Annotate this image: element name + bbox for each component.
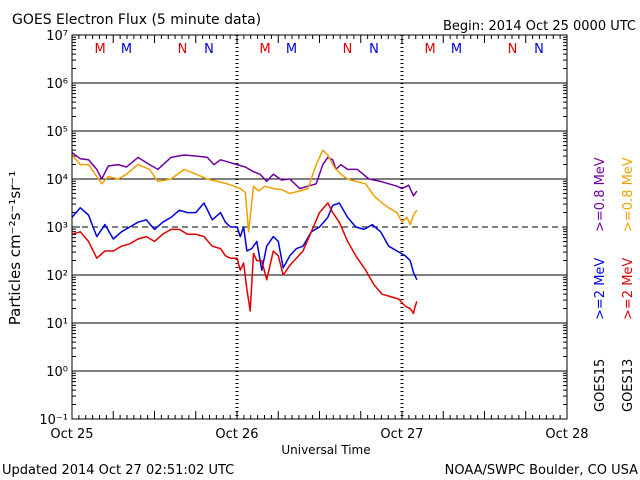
y-tick-label: 10⁵ xyxy=(46,125,68,140)
series-line-3 xyxy=(71,202,418,315)
legend-goes13-high: >=0.8 MeV xyxy=(621,157,636,232)
series-line-1 xyxy=(71,149,418,233)
marker-n: N xyxy=(369,42,379,57)
y-tick-label: 10⁶ xyxy=(46,77,68,92)
y-tick-label: 10⁷ xyxy=(46,29,68,44)
y-axis-ticks: 10⁻¹ 10⁰ 10¹ 10² 10³ 10⁴ 10⁵ 10⁶ 10⁷ xyxy=(39,29,567,428)
x-axis-label: Universal Time xyxy=(281,443,370,457)
x-tick-label: Oct 28 xyxy=(545,427,588,442)
x-tick-label: Oct 25 xyxy=(50,427,93,442)
marker-n: N xyxy=(508,42,518,57)
y-tick-label: 10³ xyxy=(46,221,68,236)
legend-goes15-label: GOES15 xyxy=(593,359,608,412)
y-tick-label: 10⁻¹ xyxy=(39,413,68,428)
marker-n: N xyxy=(178,42,188,57)
flux-series xyxy=(71,149,418,315)
x-axis-ticks: Oct 25 Oct 26 Oct 27 Oct 28 xyxy=(50,35,589,442)
chart-title: GOES Electron Flux (5 minute data) xyxy=(12,12,261,28)
marker-m: M xyxy=(259,42,270,57)
begin-date-label: Begin: 2014 Oct 25 0000 UTC xyxy=(443,19,636,34)
marker-m: M xyxy=(424,42,435,57)
x-tick-label: Oct 27 xyxy=(380,427,423,442)
marker-n: N xyxy=(534,42,544,57)
plot-frame xyxy=(71,34,568,420)
y-tick-label: 10² xyxy=(46,269,68,284)
y-tick-label: 10⁴ xyxy=(46,173,68,188)
legend-goes13-low: >=2 MeV xyxy=(621,258,636,320)
legend-goes13-label: GOES13 xyxy=(621,359,636,412)
series-line-2 xyxy=(71,202,418,281)
x-tick-label: Oct 26 xyxy=(215,427,258,442)
updated-timestamp: Updated 2014 Oct 27 02:51:02 UTC xyxy=(2,463,234,478)
marker-m: M xyxy=(94,42,105,57)
marker-n: N xyxy=(204,42,214,57)
marker-n: N xyxy=(343,42,353,57)
grid-lines xyxy=(72,35,567,419)
legend: GOES15 >=2 MeV >=0.8 MeV GOES13 >=2 MeV … xyxy=(593,157,636,412)
marker-m: M xyxy=(286,42,297,57)
y-tick-label: 10¹ xyxy=(46,317,68,332)
y-tick-label: 10⁰ xyxy=(46,365,68,380)
source-credit: NOAA/SWPC Boulder, CO USA xyxy=(445,463,638,478)
legend-goes15-low: >=2 MeV xyxy=(593,258,608,320)
marker-m: M xyxy=(451,42,462,57)
series-line-0 xyxy=(71,151,418,197)
marker-m: M xyxy=(121,42,132,57)
y-axis-label: Particles cm⁻²s⁻¹sr⁻¹ xyxy=(6,171,24,325)
legend-goes15-high: >=0.8 MeV xyxy=(593,157,608,232)
